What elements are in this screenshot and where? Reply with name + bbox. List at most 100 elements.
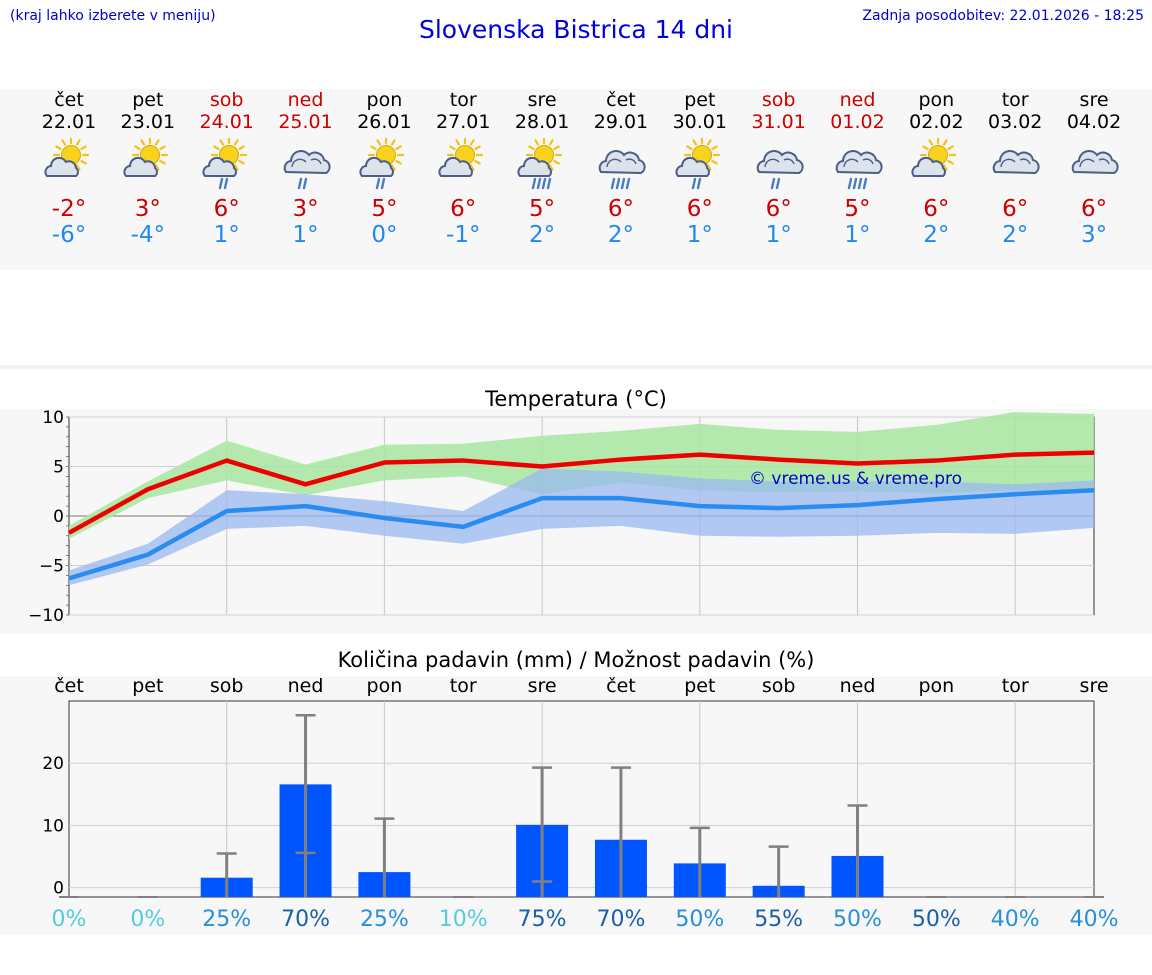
temperature-chart: 10 5 0 −5 −10 © vreme.us & vreme.pro [28,408,1095,626]
precip-probability: 25% [360,907,409,932]
precipitation-chart: čet pet sob ned pon tor sre čet pet sob ned pon tor s… [42,675,1119,932]
precip-probability: 25% [202,907,251,932]
sun-cloud-rain-icon [675,138,720,190]
min-temp: 1° [292,222,319,248]
max-temp: 6° [607,196,634,222]
day-date: 31.01 [751,111,806,133]
precip-probability: 10% [439,907,488,932]
day-name: sob [209,89,244,111]
partly-cloudy-icon [123,138,168,177]
copyright-text: © vreme.us & vreme.pro [749,469,962,489]
max-temp: 5° [844,196,871,222]
precip-day-label: sob [762,675,796,697]
precip-day-label: pet [684,675,715,697]
weather-icon-wrap [896,133,976,199]
cloudy-icon [992,150,1040,175]
min-temp: 0° [371,222,398,248]
day-date: 03.02 [987,111,1043,133]
cloud-rain-icon [283,150,331,190]
min-temp: 2° [923,222,950,248]
max-temp: 6° [213,196,240,222]
min-temp: 1° [765,222,792,248]
min-temp: 1° [213,222,240,248]
min-temp: 2° [529,222,556,248]
y-tick-label: 0 [53,879,64,899]
day-date: 24.01 [199,111,254,133]
max-temp: 6° [765,196,792,222]
day-date: 26.01 [357,111,412,133]
forecast-day: sob 31.01 6° 1° [739,89,819,248]
precip-probability: 50% [675,907,724,932]
y-tick-label: 0 [53,507,64,527]
day-name: pet [132,89,164,111]
precip-probability: 0% [52,907,87,932]
day-name: tor [1001,89,1029,111]
day-date: 30.01 [672,111,727,133]
precip-day-label: ned [840,675,876,697]
forecast-day: sob 24.01 6° 1° [187,89,267,248]
precip-probability: 70% [596,907,645,932]
separator [0,365,1152,369]
precip-day-label: tor [1002,675,1029,697]
precip-probability: 55% [754,907,803,932]
max-temp: 3° [134,196,161,222]
forecast-day: čet 22.01 -2° -6° [29,89,109,248]
weather-icon-wrap [660,133,740,199]
day-name: sob [761,89,796,111]
precip-probability: 50% [833,907,882,932]
day-date: 22.01 [41,111,97,133]
weather-icon-wrap [266,133,346,199]
day-date: 29.01 [593,111,649,133]
weather-icon-wrap [975,133,1055,199]
forecast-day: pet 30.01 6° 1° [660,89,740,248]
day-name: čet [54,89,84,111]
max-temp: 5° [371,196,398,222]
partly-cloudy-icon [438,138,484,177]
precip-day-label: pon [918,675,954,697]
precip-day-label: ned [288,675,324,697]
weather-icon-wrap [108,133,188,199]
max-temp: 6° [923,196,950,222]
precip-probability: 50% [912,907,961,932]
min-temp: 1° [844,222,871,248]
weather-icon-wrap [1054,133,1134,199]
precip-day-label: sre [1080,675,1109,697]
min-temp-line [68,488,1095,581]
precip-probability: 40% [1070,907,1119,932]
forecast-day: čet 29.01 6° 2° [581,89,661,248]
precip-probability: 40% [991,907,1040,932]
max-temp: -2° [51,196,87,222]
day-date: 28.01 [514,111,570,133]
weather-icon-wrap [502,133,582,199]
day-name: ned [287,89,324,111]
weather-icon-wrap [739,133,819,199]
weather-icon-wrap [344,133,424,199]
max-temp: 6° [450,196,477,222]
precip-probability: 75% [518,907,567,932]
y-tick-label: 10 [42,408,64,428]
day-name: pon [366,89,403,111]
precip-day-label: tor [450,675,477,697]
precip-probability: 0% [130,907,165,932]
day-name: pet [684,89,716,111]
min-temp-range-band [69,468,1095,586]
min-temp: 1° [686,222,713,248]
forecast-day: pet 23.01 3° -4° [108,89,188,248]
temperature-chart-title: Temperatura (°C) [485,387,667,411]
weather-icon-wrap [818,133,898,199]
cloud-rain-icon [756,150,804,190]
day-name: sre [527,89,557,111]
day-name: čet [606,89,636,111]
forecast-day: tor 03.02 6° 2° [975,89,1055,248]
sun-cloud-heavy-rain-icon [517,138,563,190]
min-temp: -4° [130,222,166,248]
min-temp: 2° [1002,222,1029,248]
day-date: 04.02 [1066,111,1122,133]
weather-icon-wrap [581,133,661,199]
plot-area [68,700,1095,898]
max-temp: 5° [529,196,556,222]
y-tick-label: 10 [42,816,64,836]
max-temp: 6° [686,196,713,222]
min-temp: 2° [607,222,634,248]
partly-cloudy-icon [44,138,90,177]
